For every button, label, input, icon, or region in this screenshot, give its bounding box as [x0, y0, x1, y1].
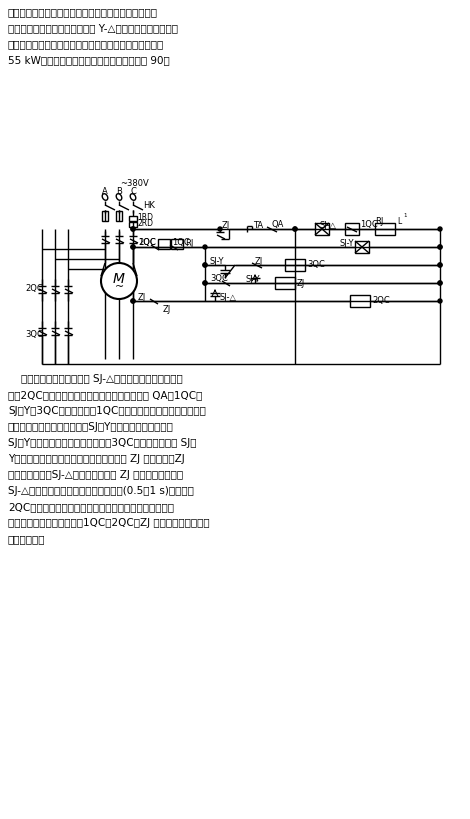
Circle shape: [131, 245, 135, 249]
Text: C: C: [130, 188, 136, 197]
Text: SJ－Y延时断开的常闭触点断开，使3QC失电释放，同时 SJ－: SJ－Y延时断开的常闭触点断开，使3QC失电释放，同时 SJ－: [8, 438, 196, 448]
Bar: [171, 239, 183, 249]
Bar: [345, 223, 359, 235]
Text: A: A: [102, 188, 108, 197]
Text: 1QC: 1QC: [172, 238, 190, 247]
Text: L: L: [397, 216, 401, 225]
Text: 接通电源时，时间继电器 SJ-△获电动作，其常闭触点切: 接通电源时，时间继电器 SJ-△获电动作，其常闭触点切: [8, 374, 183, 384]
Text: 2QC: 2QC: [25, 284, 43, 293]
Text: 断中2QC电路，为起动做好准备。按下起动按鈕 QA，1QC、: 断中2QC电路，为起动做好准备。按下起动按鈕 QA，1QC、: [8, 390, 203, 400]
Text: 1QC: 1QC: [360, 220, 378, 229]
Bar: [375, 223, 395, 235]
Bar: [275, 277, 295, 289]
Circle shape: [438, 299, 442, 303]
Text: M: M: [113, 272, 125, 286]
Text: 2QC: 2QC: [138, 238, 156, 247]
Text: QA: QA: [272, 220, 284, 229]
Text: 55 kW以上三角形接法的大容量电动机，见图 90。: 55 kW以上三角形接法的大容量电动机，见图 90。: [8, 55, 170, 65]
Text: ZJ: ZJ: [297, 278, 305, 287]
Circle shape: [438, 263, 442, 267]
Circle shape: [131, 245, 135, 249]
Text: ~: ~: [114, 282, 124, 292]
Bar: [129, 216, 137, 221]
Text: 2QC才获电动作。这时电动机由星形接法转换为三角形接: 2QC才获电动作。这时电动机由星形接法转换为三角形接: [8, 502, 174, 512]
Text: SJ-△: SJ-△: [320, 220, 337, 229]
Bar: [129, 222, 137, 227]
Ellipse shape: [130, 194, 136, 201]
Text: 2RD: 2RD: [137, 219, 153, 228]
Text: SJ－Y、3QC获电动作。中1QC常开辅助触点闭合自锁，电动机: SJ－Y、3QC获电动作。中1QC常开辅助触点闭合自锁，电动机: [8, 406, 206, 416]
Bar: [315, 223, 329, 235]
Bar: [102, 211, 108, 221]
Text: 2QC: 2QC: [372, 296, 390, 305]
Circle shape: [438, 245, 442, 249]
Text: ZJ: ZJ: [255, 256, 263, 265]
Text: 这种控制线路在设计上增加了一级中间继电器和时间继: 这种控制线路在设计上增加了一级中间继电器和时间继: [8, 7, 158, 17]
Text: ZJ: ZJ: [222, 220, 230, 229]
Text: 绕组接成星形接法降压起动。SJ－Y达到整定延时时间后，: 绕组接成星形接法降压起动。SJ－Y达到整定延时时间后，: [8, 422, 174, 432]
Text: 法，起动过程结束。此时，1QC、2QC、ZJ 处于吸合状态，其余: 法，起动过程结束。此时，1QC、2QC、ZJ 处于吸合状态，其余: [8, 518, 210, 528]
Circle shape: [438, 281, 442, 285]
Ellipse shape: [116, 194, 122, 201]
Text: HK: HK: [143, 201, 155, 210]
Circle shape: [203, 245, 207, 249]
Text: 3QC: 3QC: [210, 274, 228, 283]
Text: 电器则分断。: 电器则分断。: [8, 534, 46, 544]
Bar: [350, 295, 370, 307]
Circle shape: [438, 281, 442, 285]
Text: 3QC: 3QC: [25, 329, 43, 338]
Circle shape: [131, 227, 135, 231]
Text: 3QC: 3QC: [307, 260, 325, 269]
Text: ZJ: ZJ: [138, 292, 146, 301]
Text: 1: 1: [403, 213, 407, 218]
Circle shape: [293, 227, 297, 231]
Circle shape: [131, 227, 135, 231]
Text: SJ-Y: SJ-Y: [245, 274, 259, 283]
Text: SJ-△断电，延时常闭触点达到延时时间(0.5～1 s)闭合后，: SJ-△断电，延时常闭触点达到延时时间(0.5～1 s)闭合后，: [8, 486, 194, 496]
Ellipse shape: [102, 194, 108, 201]
Circle shape: [131, 299, 135, 303]
Text: 1RD: 1RD: [137, 212, 153, 221]
Bar: [116, 211, 122, 221]
Text: SJ-Y: SJ-Y: [210, 256, 225, 265]
Circle shape: [438, 263, 442, 267]
Circle shape: [438, 227, 442, 231]
Text: 电器，可以防止大容量电动机在 Y-△转换过程中，由于转换: 电器，可以防止大容量电动机在 Y-△转换过程中，由于转换: [8, 23, 178, 33]
Circle shape: [203, 281, 207, 285]
Bar: [158, 239, 170, 249]
Bar: [355, 241, 369, 253]
Circle shape: [218, 227, 222, 231]
Text: RJ: RJ: [375, 216, 384, 225]
Text: B: B: [116, 188, 122, 197]
Text: TA: TA: [253, 220, 263, 229]
Text: ZJ: ZJ: [163, 305, 171, 314]
Text: 时间短，电弧不能完全息灭而造成的相间短路。它适用于: 时间短，电弧不能完全息灭而造成的相间短路。它适用于: [8, 39, 164, 49]
Circle shape: [438, 245, 442, 249]
Circle shape: [203, 281, 207, 285]
Text: ~380V: ~380V: [120, 179, 149, 188]
Circle shape: [203, 263, 207, 267]
Bar: [285, 259, 305, 271]
Circle shape: [131, 299, 135, 303]
Text: SJ-△: SJ-△: [220, 292, 237, 301]
Text: 常闭触点断开使SJ-△失电释放，同时 ZJ 常开触点闭合。当: 常闭触点断开使SJ-△失电释放，同时 ZJ 常开触点闭合。当: [8, 470, 183, 480]
Text: RJ: RJ: [185, 239, 193, 248]
Text: Y闭合延时的常开触点闭合，使中间继电器 ZJ 获电动作。ZJ: Y闭合延时的常开触点闭合，使中间继电器 ZJ 获电动作。ZJ: [8, 454, 185, 464]
Circle shape: [101, 263, 137, 299]
Text: 1QC: 1QC: [138, 238, 156, 247]
Circle shape: [293, 227, 297, 231]
Circle shape: [203, 263, 207, 267]
Text: SJ-Y: SJ-Y: [340, 238, 354, 247]
